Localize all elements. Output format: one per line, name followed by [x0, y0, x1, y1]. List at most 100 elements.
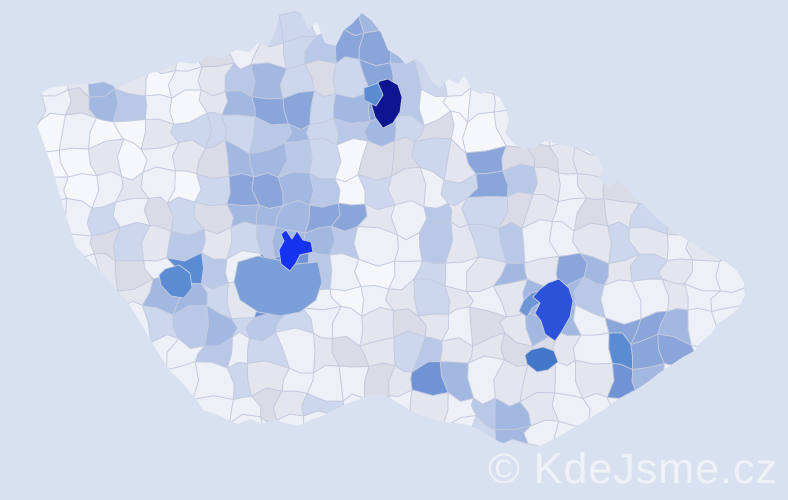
- map-region[interactable]: [521, 27, 555, 68]
- map-region[interactable]: [194, 421, 233, 461]
- map-region[interactable]: [684, 365, 722, 399]
- map-region[interactable]: [189, 395, 234, 425]
- map-region[interactable]: [85, 425, 126, 450]
- map-region[interactable]: [715, 256, 748, 294]
- map-region[interactable]: [36, 394, 71, 432]
- map-region[interactable]: [502, 163, 538, 198]
- map-region[interactable]: [60, 339, 99, 375]
- map-region[interactable]: [601, 94, 644, 119]
- map-region[interactable]: [659, 167, 692, 209]
- map-region[interactable]: [192, 35, 235, 68]
- map-region[interactable]: [251, 6, 284, 48]
- map-region[interactable]: [250, 62, 287, 100]
- map-region[interactable]: [714, 388, 752, 426]
- map-region[interactable]: [63, 366, 98, 401]
- region-medium-central[interactable]: [233, 255, 323, 317]
- map-region[interactable]: [686, 195, 726, 241]
- map-region[interactable]: [712, 336, 752, 374]
- map-region[interactable]: [30, 359, 71, 401]
- map-region[interactable]: [170, 421, 202, 457]
- map-region[interactable]: [257, 416, 287, 456]
- map-region[interactable]: [689, 139, 715, 179]
- map-region[interactable]: [710, 168, 749, 206]
- map-region[interactable]: [710, 142, 749, 179]
- map-region[interactable]: [632, 7, 668, 44]
- map-region[interactable]: [658, 57, 692, 99]
- map-region[interactable]: [30, 176, 69, 203]
- map-region[interactable]: [602, 7, 639, 38]
- map-region[interactable]: [30, 1, 72, 39]
- map-region[interactable]: [330, 3, 365, 37]
- map-region[interactable]: [222, 6, 263, 43]
- map-region[interactable]: [655, 423, 699, 447]
- map-region[interactable]: [34, 278, 64, 315]
- map-region[interactable]: [574, 115, 613, 156]
- map-region[interactable]: [687, 168, 718, 209]
- map-region[interactable]: [411, 420, 449, 450]
- map-region[interactable]: [708, 117, 744, 153]
- map-region[interactable]: [656, 91, 696, 122]
- map-region[interactable]: [143, 423, 177, 453]
- region-royal-blue-southeast[interactable]: [532, 278, 574, 342]
- map-region[interactable]: [32, 63, 69, 97]
- map-region[interactable]: [574, 359, 615, 399]
- map-region[interactable]: [523, 1, 550, 33]
- region-steel-south[interactable]: [524, 346, 559, 373]
- map-region[interactable]: [167, 3, 205, 45]
- map-region[interactable]: [551, 85, 587, 123]
- map-region[interactable]: [118, 361, 154, 400]
- map-region[interactable]: [387, 11, 423, 44]
- map-region[interactable]: [88, 4, 122, 43]
- map-region[interactable]: [632, 389, 662, 430]
- map-region[interactable]: [332, 414, 369, 456]
- map-region[interactable]: [662, 10, 695, 44]
- map-region[interactable]: [84, 396, 122, 430]
- map-region[interactable]: [471, 11, 504, 40]
- map-region[interactable]: [685, 59, 719, 95]
- map-region[interactable]: [686, 39, 721, 68]
- map-region[interactable]: [409, 389, 449, 429]
- map-region[interactable]: [26, 198, 68, 237]
- map-region[interactable]: [496, 1, 533, 38]
- map-region[interactable]: [629, 111, 662, 148]
- map-region[interactable]: [712, 367, 747, 399]
- map-region[interactable]: [714, 59, 749, 95]
- map-region[interactable]: [466, 35, 511, 70]
- map-region[interactable]: [194, 6, 233, 45]
- map-region[interactable]: [364, 423, 399, 454]
- map-region[interactable]: [94, 345, 120, 372]
- map-region[interactable]: [30, 231, 72, 262]
- map-region[interactable]: [411, 40, 447, 60]
- map-region[interactable]: [389, 35, 423, 65]
- map-region[interactable]: [711, 194, 747, 237]
- map-region[interactable]: [57, 283, 97, 315]
- map-region[interactable]: [719, 229, 746, 262]
- map-region[interactable]: [660, 137, 698, 170]
- map-region[interactable]: [521, 61, 555, 99]
- map-region[interactable]: [113, 396, 154, 431]
- map-region[interactable]: [574, 59, 616, 96]
- map-region[interactable]: [657, 385, 697, 430]
- map-region[interactable]: [601, 111, 644, 152]
- map-region[interactable]: [546, 27, 589, 68]
- map-region[interactable]: [493, 55, 532, 103]
- map-region[interactable]: [411, 8, 449, 44]
- map-region[interactable]: [604, 144, 645, 184]
- map-region[interactable]: [58, 422, 90, 451]
- map-region[interactable]: [717, 39, 747, 69]
- map-region[interactable]: [56, 198, 93, 237]
- map-region[interactable]: [636, 36, 672, 65]
- map-region[interactable]: [440, 37, 475, 70]
- map-region[interactable]: [612, 62, 646, 99]
- map-region[interactable]: [660, 363, 691, 395]
- map-region[interactable]: [640, 97, 663, 120]
- map-region[interactable]: [146, 3, 176, 43]
- map-region[interactable]: [546, 1, 589, 42]
- map-region[interactable]: [692, 113, 715, 144]
- map-region[interactable]: [686, 6, 721, 44]
- map-region[interactable]: [358, 29, 395, 67]
- map-region[interactable]: [34, 422, 65, 451]
- map-region[interactable]: [392, 424, 418, 450]
- map-region[interactable]: [41, 254, 72, 289]
- map-region[interactable]: [551, 60, 583, 95]
